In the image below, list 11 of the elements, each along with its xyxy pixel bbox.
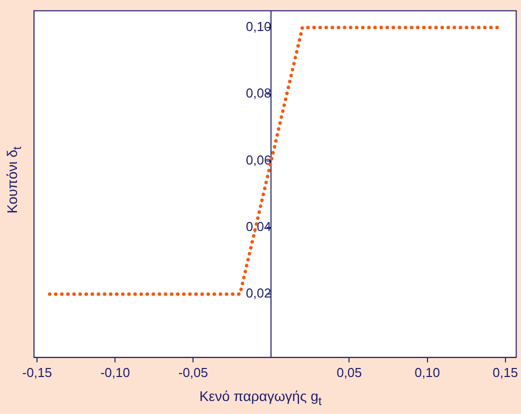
y-tick-label: 0,10 (246, 19, 272, 34)
x-tick-label: 0,05 (336, 364, 362, 380)
y-tick-label: 0,08 (246, 86, 272, 101)
y-tick-label: 0,06 (246, 152, 272, 168)
x-tick-label: 0,10 (414, 364, 440, 380)
x-tick-label: -0,15 (22, 364, 52, 380)
x-tick-label: -0,10 (100, 364, 130, 380)
x-tick-label: 0,15 (492, 364, 518, 380)
x-tick-label: -0,05 (178, 364, 208, 380)
y-tick-label: 0,02 (246, 286, 272, 301)
x-axis-title: Κενό παραγωγής g$_{t}$ (198, 388, 323, 408)
